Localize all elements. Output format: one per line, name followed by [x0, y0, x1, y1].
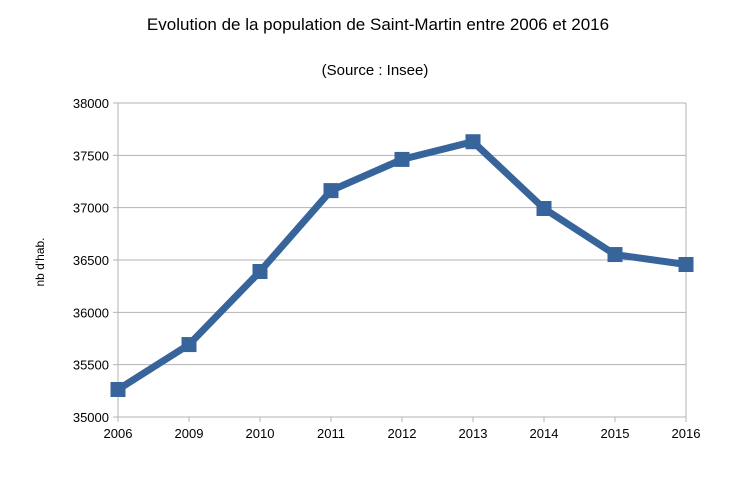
x-tick-label: 2015	[601, 426, 630, 441]
x-tick-label: 2009	[175, 426, 204, 441]
y-tick-label: 37000	[73, 201, 109, 216]
y-tick-label: 38000	[73, 96, 109, 111]
data-point-2010	[252, 264, 268, 280]
y-tick-label: 37500	[73, 148, 109, 163]
chart-subtitle: (Source : Insee)	[322, 62, 429, 79]
y-tick-label: 35500	[73, 358, 109, 373]
y-tick-label: 35000	[73, 410, 109, 425]
series-markers	[110, 134, 694, 397]
y-axis-ticks: 35000 35500 36000 36500 37000 37500 38000	[73, 96, 109, 425]
y-tick-label: 36000	[73, 305, 109, 320]
data-point-2013	[465, 134, 481, 150]
data-point-2012	[394, 151, 410, 167]
data-point-2009	[181, 337, 197, 353]
x-tick-label: 2006	[104, 426, 133, 441]
y-tick-label: 36500	[73, 253, 109, 268]
x-tick-label: 2014	[530, 426, 559, 441]
data-point-2014	[536, 201, 552, 217]
data-point-2011	[323, 183, 339, 199]
series-line	[114, 138, 690, 393]
data-point-2006	[110, 381, 126, 397]
x-axis-ticks: 2006 2009 2010 2011 2012 2013 2014 2015 2016	[104, 417, 701, 441]
gridlines	[113, 102, 687, 418]
series-line-group	[114, 138, 690, 393]
x-tick-label: 2016	[672, 426, 701, 441]
x-tick-label: 2010	[246, 426, 275, 441]
chart-title: Evolution de la population de Saint-Mart…	[147, 15, 609, 34]
x-tick-label: 2012	[388, 426, 417, 441]
x-tick-label: 2011	[317, 426, 345, 441]
x-tick-label: 2013	[459, 426, 488, 441]
data-point-2016	[678, 257, 694, 273]
y-axis-title: nb d'hab.	[33, 237, 47, 286]
data-point-2015	[607, 247, 623, 263]
